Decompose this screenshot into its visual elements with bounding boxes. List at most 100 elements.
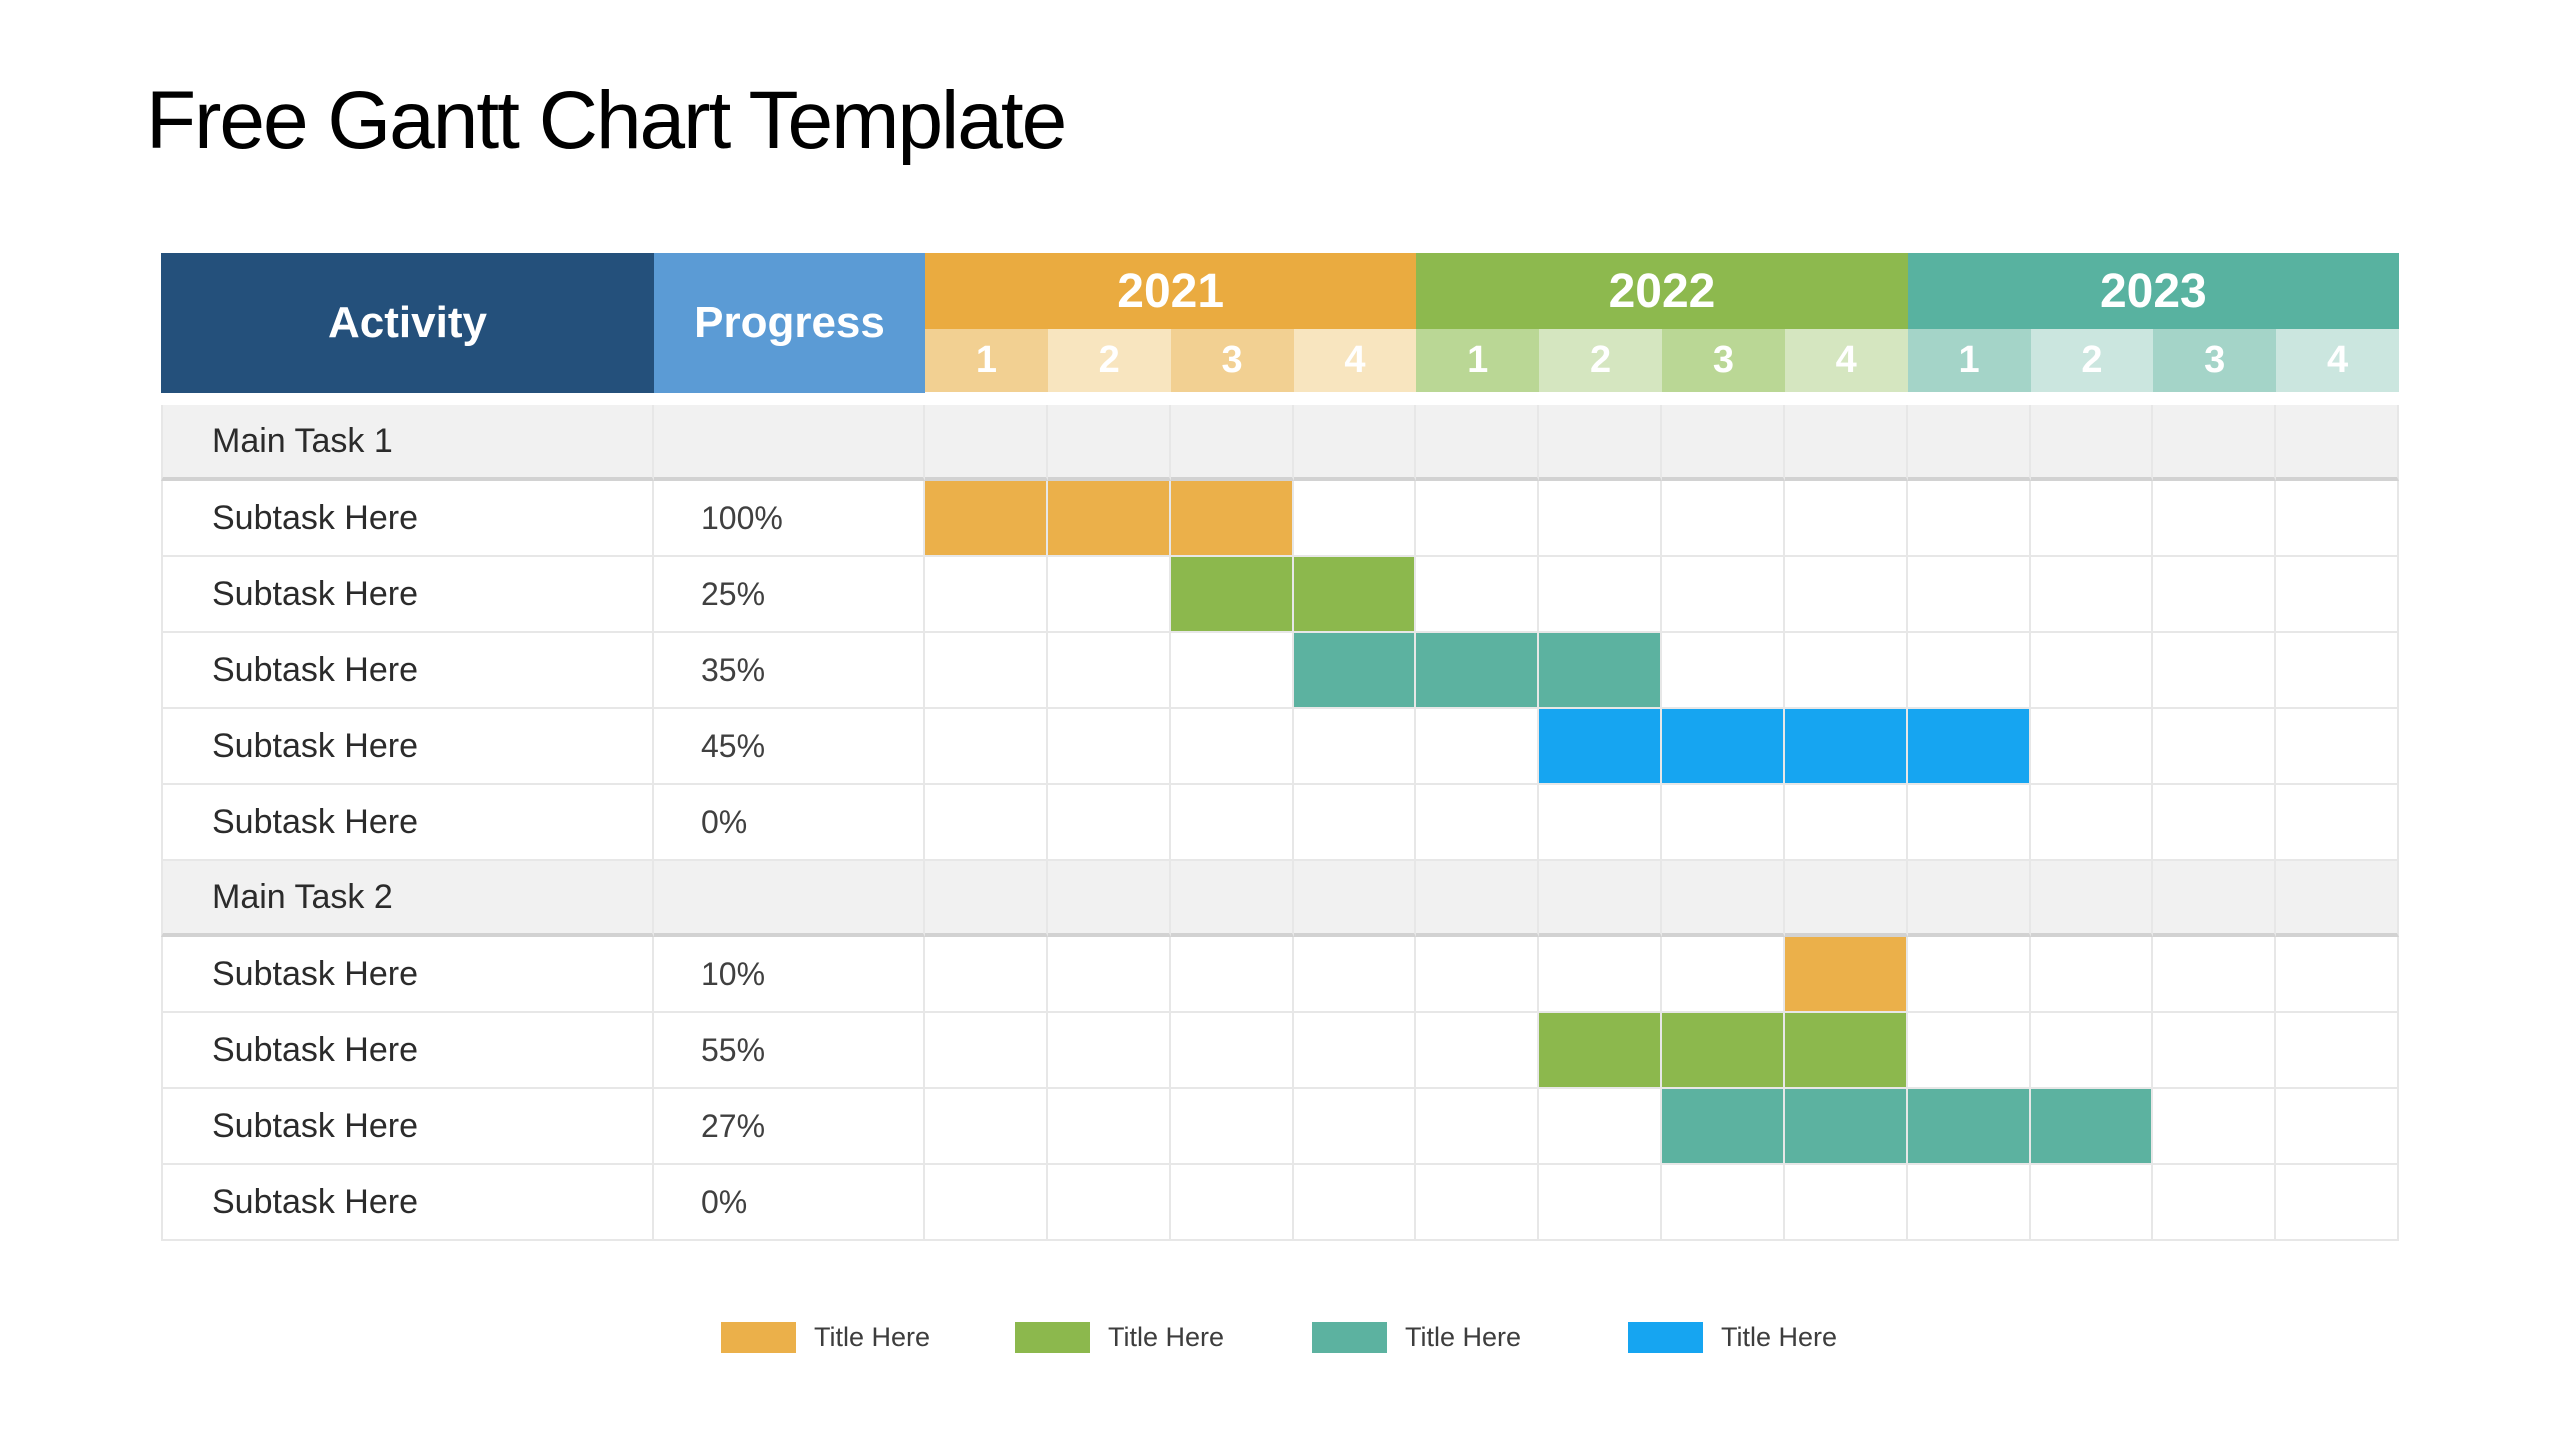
gantt-bar-cell [925, 481, 1048, 557]
gantt-cell [1416, 861, 1540, 937]
gantt-cell [1662, 861, 1785, 937]
gantt-cell [1907, 481, 2031, 557]
gantt-cell [1539, 481, 1662, 557]
gantt-cell [1416, 481, 1540, 557]
legend-label: Title Here [1108, 1322, 1225, 1352]
progress-cell: 45% [654, 709, 925, 785]
gantt-cell [2276, 1165, 2399, 1241]
quarter-header: 3 [1662, 329, 1785, 392]
quarter-header: 2 [1047, 329, 1171, 392]
subtask-label: Subtask Here [161, 1013, 654, 1089]
quarter-header: 3 [1170, 329, 1294, 392]
gantt-cell [1907, 405, 2031, 481]
gantt-cell [925, 633, 1048, 709]
gantt-bar-cell [1170, 557, 1294, 633]
gantt-cell [1170, 405, 1294, 481]
gantt-cell [1784, 557, 1908, 633]
gantt-bar-cell [1047, 481, 1171, 557]
gantt-cell [1662, 405, 1785, 481]
gantt-cell [1416, 1165, 1540, 1241]
gantt-cell [1293, 709, 1417, 785]
gantt-cell [2030, 861, 2154, 937]
gantt-cell [1047, 557, 1171, 633]
gantt-cell [925, 557, 1048, 633]
gantt-bar-cell [1784, 937, 1908, 1013]
gantt-cell [1539, 405, 1662, 481]
gantt-cell [2276, 405, 2399, 481]
gantt-cell [2030, 405, 2154, 481]
gantt-cell [1170, 1165, 1294, 1241]
gantt-cell [2276, 709, 2399, 785]
gantt-cell [1047, 937, 1171, 1013]
gantt-cell [1170, 785, 1294, 861]
gantt-cell [1293, 405, 1417, 481]
legend-swatch-teal [1312, 1322, 1387, 1353]
year-header-2023: 2023 [1907, 253, 2399, 330]
gantt-cell [2153, 861, 2277, 937]
subtask-label: Subtask Here [161, 633, 654, 709]
quarter-header: 4 [2276, 329, 2399, 392]
gantt-bar-cell [1784, 1013, 1908, 1089]
gantt-cell [1784, 481, 1908, 557]
gantt-cell [2153, 1165, 2277, 1241]
quarter-header: 1 [1907, 329, 2031, 392]
gantt-cell [1539, 1165, 1662, 1241]
legend-item: Title Here [1015, 1322, 1224, 1353]
gantt-cell [2276, 861, 2399, 937]
subtask-label: Subtask Here [161, 709, 654, 785]
gantt-cell [2276, 785, 2399, 861]
gantt-cell [1784, 405, 1908, 481]
gantt-cell [2276, 557, 2399, 633]
legend-swatch-blue [1628, 1322, 1703, 1353]
gantt-cell [1416, 785, 1540, 861]
gantt-cell [1170, 633, 1294, 709]
gantt-bar-cell [1539, 709, 1662, 785]
gantt-cell [1293, 1013, 1417, 1089]
page-title: Free Gantt Chart Template [146, 75, 1067, 166]
gantt-cell [1907, 633, 2031, 709]
gantt-cell [2153, 633, 2277, 709]
gantt-cell [1047, 1165, 1171, 1241]
gantt-bar-cell [1416, 633, 1540, 709]
gantt-cell [1047, 861, 1171, 937]
gantt-cell [2030, 1013, 2154, 1089]
gantt-bar-cell [1907, 1089, 2031, 1165]
gantt-cell [1662, 557, 1785, 633]
gantt-cell [925, 1013, 1048, 1089]
gantt-cell [2153, 785, 2277, 861]
legend-label: Title Here [1405, 1322, 1522, 1352]
gantt-bar-cell [1293, 557, 1417, 633]
progress-cell: 25% [654, 557, 925, 633]
gantt-cell [1539, 785, 1662, 861]
gantt-cell [2030, 709, 2154, 785]
gantt-bar-cell [1293, 633, 1417, 709]
gantt-cell [2030, 937, 2154, 1013]
gantt-cell [1170, 1089, 1294, 1165]
progress-cell: 0% [654, 1165, 925, 1241]
progress-cell: 0% [654, 785, 925, 861]
gantt-cell [1662, 633, 1785, 709]
gantt-cell [925, 937, 1048, 1013]
quarter-header: 3 [2153, 329, 2277, 392]
gantt-cell [1662, 785, 1785, 861]
gantt-cell [925, 1165, 1048, 1241]
gantt-cell [1416, 1089, 1540, 1165]
subtask-label: Subtask Here [161, 1165, 654, 1241]
subtask-label: Subtask Here [161, 481, 654, 557]
gantt-cell [1416, 557, 1540, 633]
gantt-bar-cell [1662, 709, 1785, 785]
gantt-cell [2153, 937, 2277, 1013]
gantt-cell [1293, 861, 1417, 937]
gantt-cell [1784, 861, 1908, 937]
gantt-cell [925, 1089, 1048, 1165]
gantt-cell [1662, 481, 1785, 557]
legend-item: Title Here [1312, 1322, 1521, 1353]
column-header-activity: Activity [161, 253, 654, 393]
gantt-cell [1047, 709, 1171, 785]
legend-label: Title Here [814, 1322, 931, 1352]
legend-swatch-orange [721, 1322, 796, 1353]
gantt-bar-cell [2030, 1089, 2154, 1165]
gantt-cell [1784, 633, 1908, 709]
gantt-cell [2276, 481, 2399, 557]
